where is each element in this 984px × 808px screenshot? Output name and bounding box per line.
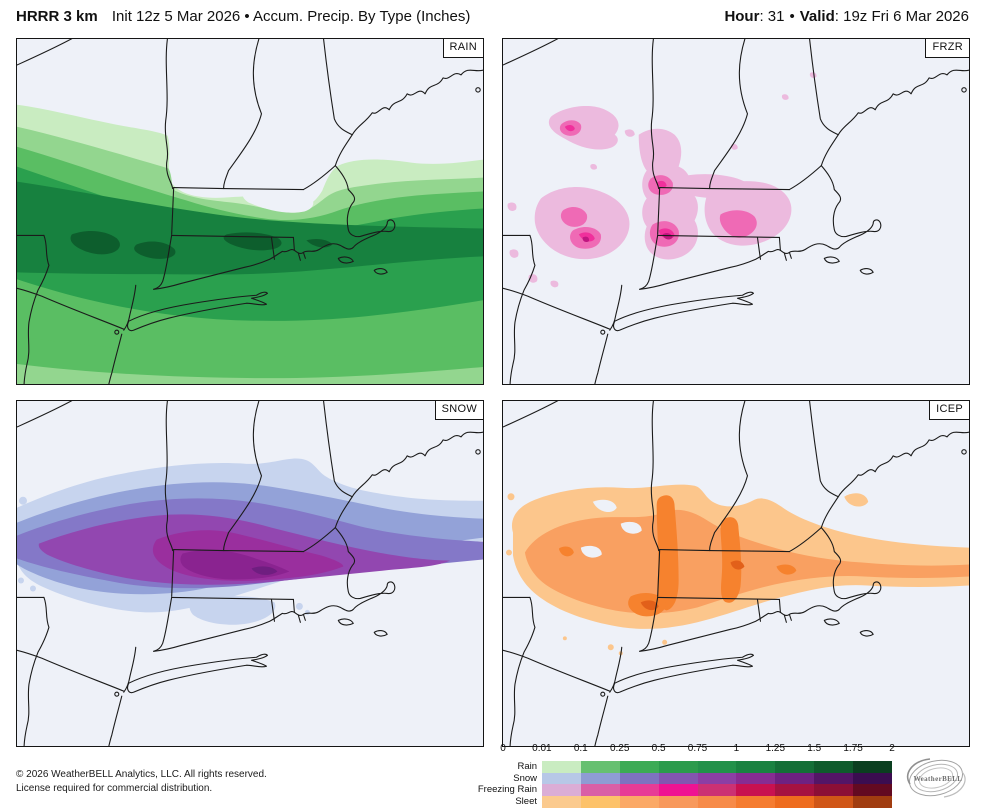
frzr-field [507,72,817,288]
legend-swatch [814,761,854,773]
frzr-map [503,39,969,384]
legend-swatch [658,784,698,796]
legend-tick: 0.1 [573,743,588,754]
legend-swatch [775,772,815,785]
panel-label-rain: RAIN [442,38,484,58]
run-subtitle: Init 12z 5 Mar 2026 • Accum. Precip. By … [111,8,471,25]
page-title: HRRR 3 km Init 12z 5 Mar 2026 • Accum. P… [16,8,470,25]
legend-swatch [580,795,620,808]
hour-value: : 31 [759,8,785,25]
legend-swatch-empty [503,773,542,785]
legend-swatch [619,784,659,796]
legend-row-label: Freezing Rain [477,784,537,796]
legend-tick: 1.5 [807,743,822,754]
rain-map [17,39,483,384]
legend-swatch [541,772,581,785]
legend-row-label: Rain [517,761,537,772]
valid-label: Valid [799,8,835,25]
panel-label-snow: SNOW [434,400,484,420]
legend-ticks: 0 0.01 0.1 0.25 0.5 0.75 1 1.25 1.5 1.75 2 [500,743,895,755]
legend-swatch [658,772,698,785]
legend-tick: 1 [733,743,740,754]
legend-swatch-empty [503,784,542,796]
logo-text: WeatherBELL [914,775,963,783]
legend-swatch [541,795,581,808]
legend-swatch [619,761,659,773]
legend-swatch [736,772,776,785]
legend-swatch [853,761,893,773]
legend-swatch-empty [503,796,542,808]
legend-swatch [580,772,620,785]
legend-tick: 0.25 [609,743,630,754]
icep-map [503,401,969,746]
legend-row-swatches [503,772,893,785]
legend-tick: 1.25 [765,743,786,754]
legend-swatch [541,761,581,773]
license-line: License required for commercial distribu… [16,782,213,794]
snow-map [17,401,483,746]
legend-swatch [775,784,815,796]
footer: © 2026 WeatherBELL Analytics, LLC. All r… [16,768,267,795]
legend-swatch-empty [503,761,542,773]
icep-field [505,484,969,656]
valid-time-title: Hour: 31 • Valid: 19z Fri 6 Mar 2026 [724,8,969,25]
legend-swatch [541,784,581,796]
legend-swatch [619,772,659,785]
legend-swatch [814,784,854,796]
copyright-line: © 2026 WeatherBELL Analytics, LLC. All r… [16,769,267,780]
legend-tick: 0 [500,743,506,754]
panel-icep: ICEP [502,400,970,747]
legend-tick: 0.75 [687,743,708,754]
legend-swatch [814,772,854,785]
legend-swatch [580,761,620,773]
panel-snow: SNOW [16,400,484,747]
legend-swatch [853,795,893,808]
legend-tick: 2 [889,743,895,754]
legend-rows: Rain Snow Freezing Rain Sleet [0,761,984,808]
legend-swatch [658,761,698,773]
weatherbell-logo: WeatherBELL [900,754,976,807]
hour-label: Hour [724,8,760,25]
legend-row-swatches [503,761,893,773]
legend-swatch [619,795,659,808]
legend-tick: 1.75 [843,743,863,754]
legend-swatch [697,795,737,808]
snow-field [17,458,483,625]
rain-field [17,104,483,384]
valid-value: : 19z Fri 6 Mar 2026 [834,8,969,25]
legend-swatch [697,772,737,785]
legend-swatch [853,772,893,785]
legend-swatch [814,795,854,808]
legend-swatch [736,795,776,808]
legend-swatch [580,784,620,796]
legend-tick: 0.01 [532,743,552,754]
title-separator: • [789,8,795,25]
panel-frzr: FRZR [502,38,970,385]
legend-swatch [697,761,737,773]
legend-swatch [853,784,893,796]
legend-swatch [736,761,776,773]
legend-row-swatches [503,784,893,796]
model-name: HRRR 3 km [16,8,98,25]
legend-swatch [697,784,737,796]
legend-row-label: Sleet [515,795,537,807]
panel-label-frzr: FRZR [925,38,970,58]
legend-row-label: Snow [513,772,537,784]
legend-swatch [658,795,698,808]
legend-tick: 0.5 [651,743,666,754]
legend-swatch [736,784,776,796]
legend-swatch [775,795,815,808]
legend-swatch [775,761,815,773]
panel-rain: RAIN [16,38,484,385]
legend-row-swatches [503,795,893,808]
panel-label-icep: ICEP [929,400,970,420]
